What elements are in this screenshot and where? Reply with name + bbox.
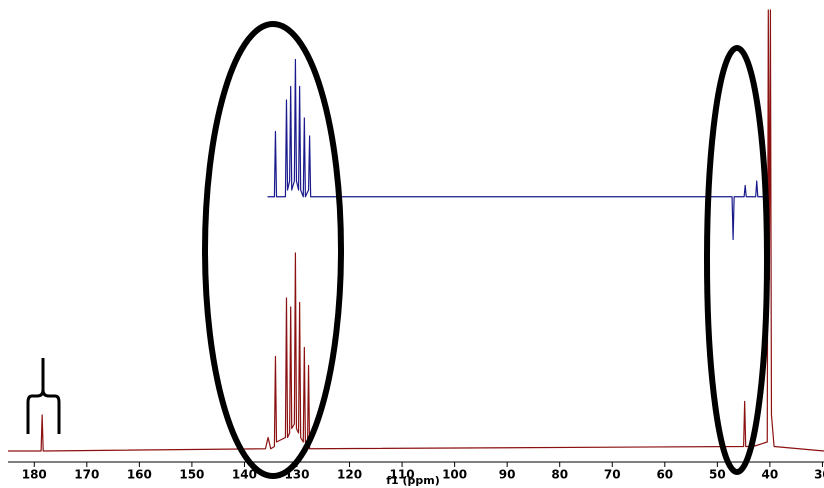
plot-area: 180 170 160 150 140 130 120 110 100 90 80 70 60 50 40 3… [8,9,824,482]
x-tick-label: 180 [22,468,47,482]
x-tick-label: 100 [442,468,467,482]
x-tick-label: 70 [604,468,621,482]
bracket [26,358,61,434]
x-tick-label: 50 [709,468,726,482]
highlight-ellipse [202,21,344,479]
x-tick-label: 40 [762,468,779,482]
x-tick-label: 150 [179,468,204,482]
spectrum-line [267,58,768,241]
x-tick-label: 60 [656,468,673,482]
x-tick-label: 90 [499,468,516,482]
highlight-ellipse [704,45,770,475]
x-tick-label: 110 [390,468,415,482]
x-tick-label: 140 [232,468,257,482]
spectrum-line [8,9,824,452]
x-tick-label: 80 [551,468,568,482]
x-tick-label: 120 [337,468,362,482]
x-tick-label: 170 [74,468,99,482]
x-tick-label: 30 [814,468,824,482]
x-tick-label: 160 [127,468,152,482]
x-axis-label: f1 (ppm) [386,474,440,487]
